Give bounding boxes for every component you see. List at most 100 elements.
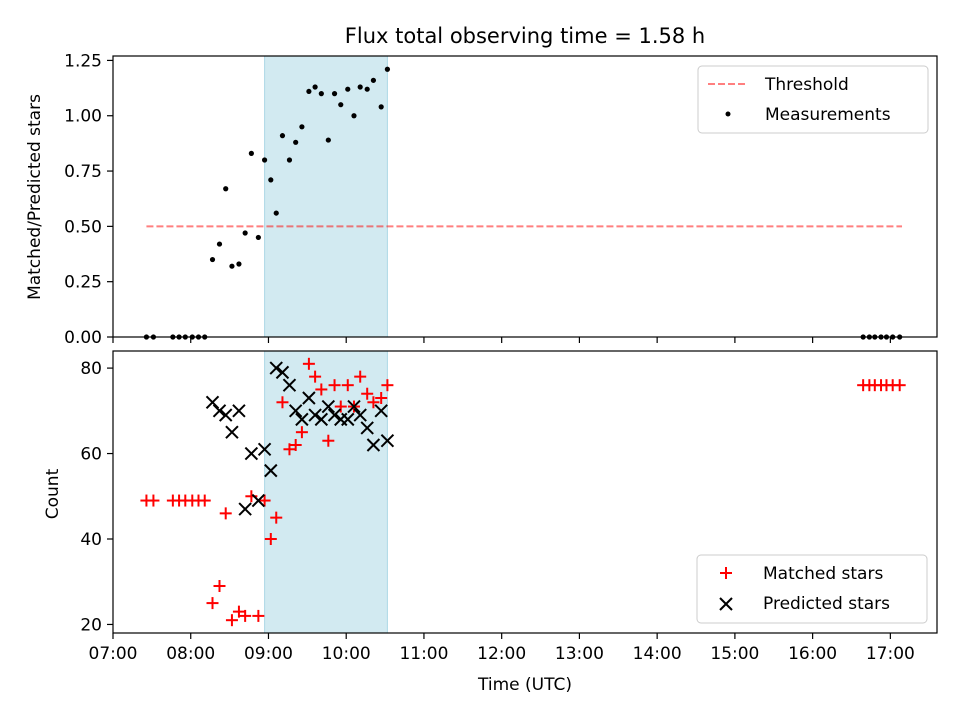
matched-star-point xyxy=(381,379,394,392)
y-tick-label: 20 xyxy=(80,615,102,635)
measurement-point xyxy=(345,86,351,92)
matched-star-point xyxy=(289,439,302,451)
matched-star-point xyxy=(270,511,283,524)
predicted-star-point xyxy=(308,408,322,422)
x-tick-label: 08:00 xyxy=(166,644,215,664)
matched-star-point xyxy=(283,443,296,456)
bottom-xlabel: Time (UTC) xyxy=(477,675,572,695)
top-ylabel: Matched/Predicted stars xyxy=(25,94,45,300)
legend-predicted-swatch xyxy=(719,597,733,611)
predicted-star-point xyxy=(275,365,290,380)
top-legend: Threshold Measurements xyxy=(697,65,929,134)
measurement-point xyxy=(268,177,274,183)
bottom-ylabel: Count xyxy=(43,468,63,519)
predicted-star-point xyxy=(295,412,309,427)
predicted-star-point xyxy=(212,404,227,418)
legend-threshold-label: Threshold xyxy=(764,75,849,95)
matched-star-point xyxy=(367,396,380,409)
matched-star-point xyxy=(239,609,252,622)
legend-measurements-label: Measurements xyxy=(765,105,891,125)
measurement-point xyxy=(255,234,261,241)
predicted-star-point xyxy=(232,404,246,418)
bottom-plot-frame xyxy=(112,350,938,634)
measurement-point xyxy=(242,230,248,236)
predicted-star-point xyxy=(366,438,381,452)
matched-star-point xyxy=(309,370,322,383)
predicted-star-point xyxy=(321,399,336,414)
y-tick-label: 40 xyxy=(80,530,102,550)
predicted-star-point xyxy=(314,412,329,427)
x-tick-label: 09:00 xyxy=(244,644,293,664)
observing-window-span xyxy=(264,55,388,338)
legend-matched-label: Matched stars xyxy=(763,564,883,584)
measurement-point xyxy=(299,124,305,130)
matched-star-point xyxy=(361,387,374,400)
x-tick-label: 17:00 xyxy=(866,644,915,664)
matched-star-point xyxy=(322,434,335,447)
matched-star-point xyxy=(302,357,315,370)
predicted-star-point xyxy=(238,502,252,516)
predicted-star-point xyxy=(302,391,316,405)
bottom-legend: Matched stars Predicted stars xyxy=(696,554,928,624)
predicted-star-point xyxy=(269,361,283,375)
predicted-star-point xyxy=(353,408,367,422)
x-tick-label: 12:00 xyxy=(477,644,526,664)
matched-star-point xyxy=(219,507,232,520)
measurement-point xyxy=(351,113,357,119)
predicted-star-point xyxy=(205,395,220,409)
x-tick-label: 11:00 xyxy=(399,644,448,664)
predicted-star-point xyxy=(257,442,272,456)
y-tick-label: 1.25 xyxy=(64,51,102,71)
predicted-star-point xyxy=(282,378,297,392)
legend-measurements-swatch xyxy=(725,111,731,117)
y-tick-label: 0.00 xyxy=(64,328,102,348)
bottom-panel: Count Time (UTC) 20 40 60 80 07:00 08:00 09:0… xyxy=(43,350,938,695)
x-tick-label: 14:00 xyxy=(633,644,682,664)
matched-star-point xyxy=(328,379,341,392)
measurement-point xyxy=(229,263,235,269)
chart-title: Flux total observing time = 1.58 h xyxy=(345,24,705,48)
matched-star-point xyxy=(225,614,238,627)
x-tick-label: 16:00 xyxy=(788,644,837,664)
y-tick-label: 1.00 xyxy=(64,107,102,127)
measurement-point xyxy=(216,241,223,247)
matched-star-point xyxy=(375,392,388,404)
measurement-point xyxy=(223,186,229,192)
measurement-point xyxy=(209,256,216,263)
predicted-star-point xyxy=(327,408,342,422)
y-tick-label: 80 xyxy=(80,359,102,379)
matched-star-point xyxy=(147,494,160,507)
top-plot-frame xyxy=(112,55,938,338)
measurement-point xyxy=(293,139,299,145)
measurement-point xyxy=(338,102,344,108)
x-tick-label: 07:00 xyxy=(89,644,138,664)
matched-star-point xyxy=(232,605,245,618)
measurement-point xyxy=(370,77,377,83)
measurement-point xyxy=(306,88,312,95)
measurement-point xyxy=(286,157,293,163)
predicted-star-point xyxy=(225,425,239,439)
measurement-point xyxy=(318,91,324,97)
measurement-point xyxy=(331,91,338,97)
predicted-star-point xyxy=(374,404,388,418)
predicted-star-point xyxy=(288,404,303,418)
matched-star-point xyxy=(252,609,265,622)
predicted-star-point xyxy=(341,412,355,427)
measurement-point xyxy=(384,66,391,72)
matched-star-point xyxy=(295,426,308,439)
measurement-point xyxy=(236,261,242,267)
predicted-star-point xyxy=(380,434,395,448)
matched-star-point xyxy=(354,370,367,383)
y-tick-label: 60 xyxy=(80,445,102,465)
matched-star-point xyxy=(264,533,277,545)
y-tick-label: 0.75 xyxy=(64,162,102,182)
matched-star-point xyxy=(315,383,328,396)
matched-star-point xyxy=(198,494,211,507)
measurement-point xyxy=(273,210,279,216)
matched-star-point xyxy=(206,597,219,610)
predicted-star-point xyxy=(244,446,259,461)
predicted-star-point xyxy=(264,463,278,478)
matched-star-point xyxy=(258,494,271,507)
predicted-star-point xyxy=(360,421,374,435)
